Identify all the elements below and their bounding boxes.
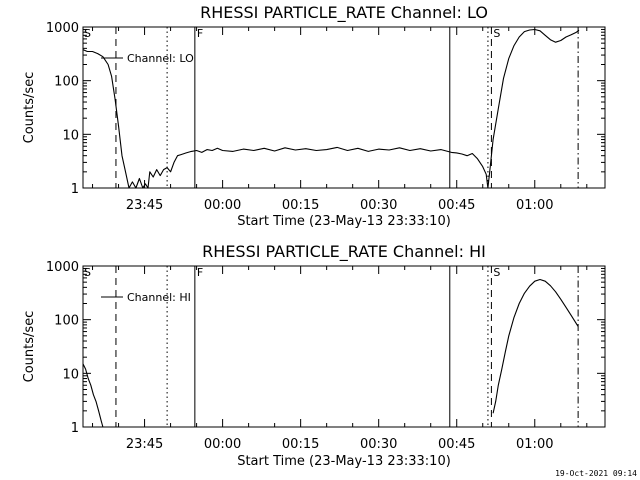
- y-tick-label: 1: [71, 421, 79, 436]
- marker-letter: S: [493, 266, 500, 279]
- plot-frame: [82, 26, 606, 189]
- y-tick-label: 1000: [46, 21, 79, 36]
- x-tick-label: 00:00: [204, 198, 241, 213]
- x-tick-label: 01:00: [516, 437, 553, 452]
- panel-hi: RHESSI PARTICLE_RATE Channel: HI 1 10 100 10…: [22, 242, 606, 469]
- marker-letter: F: [197, 266, 203, 279]
- x-axis-label: Start Time (23-May-13 23:33:10): [237, 454, 451, 469]
- legend-entry: Channel: LO: [127, 52, 194, 65]
- data-series-line: [82, 363, 104, 428]
- x-tick-label: 00:00: [204, 437, 241, 452]
- y-tick-label: 1: [71, 182, 79, 197]
- data-series-line: [82, 28, 580, 189]
- y-tick-label: 1000: [46, 260, 79, 275]
- x-tick-label: 00:30: [360, 437, 397, 452]
- x-tick-label: 00:30: [360, 198, 397, 213]
- panel-lo: RHESSI PARTICLE_RATE Channel: LO 1 10 100 10…: [22, 3, 606, 229]
- marker-letter: F: [197, 27, 203, 40]
- x-tick-label: 00:45: [438, 437, 475, 452]
- chart-title: RHESSI PARTICLE_RATE Channel: HI: [202, 242, 486, 262]
- timestamp-stamp: 19-Oct-2021 09:14: [555, 469, 637, 478]
- y-tick-label: 100: [54, 75, 79, 90]
- x-tick-label: 23:45: [126, 437, 163, 452]
- chart-title: RHESSI PARTICLE_RATE Channel: LO: [200, 3, 488, 23]
- corner-marker-letter: S: [84, 27, 91, 40]
- x-tick-label: 00:45: [438, 198, 475, 213]
- plot-frame: [82, 265, 606, 428]
- corner-marker-letter: S: [84, 266, 91, 279]
- x-tick-label: 00:15: [282, 437, 319, 452]
- marker-letter: S: [493, 27, 500, 40]
- legend-entry: Channel: HI: [127, 291, 191, 304]
- y-axis-label: Counts/sec: [22, 72, 37, 144]
- y-axis-label: Counts/sec: [22, 311, 37, 383]
- y-tick-label: 10: [62, 367, 79, 382]
- x-tick-label: 00:15: [282, 198, 319, 213]
- x-axis-label: Start Time (23-May-13 23:33:10): [237, 214, 451, 229]
- x-tick-label: 01:00: [516, 198, 553, 213]
- x-tick-label: 23:45: [126, 198, 163, 213]
- data-series-line: [492, 278, 579, 414]
- y-tick-label: 10: [62, 128, 79, 143]
- y-tick-label: 100: [54, 314, 79, 329]
